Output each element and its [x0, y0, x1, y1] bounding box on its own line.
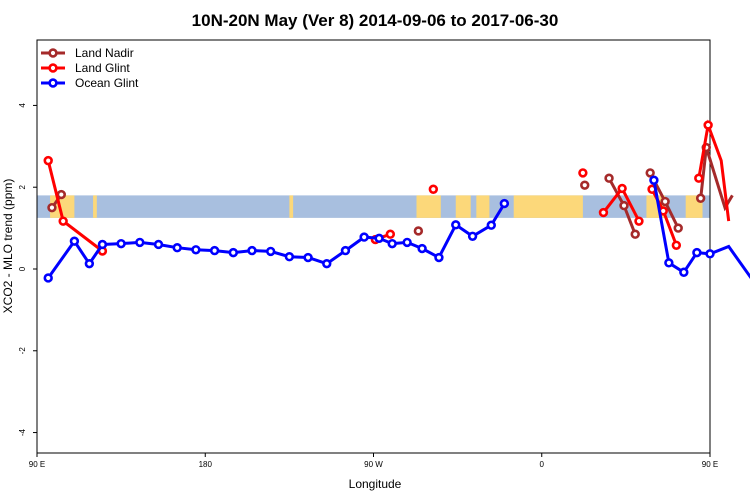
data-point: [43, 155, 53, 166]
data-point: [413, 226, 424, 236]
data-point: [84, 258, 95, 269]
data-point: [322, 258, 332, 269]
data-point: [703, 120, 713, 130]
data-point: [434, 252, 444, 263]
data-point: [58, 216, 68, 226]
data-point: [604, 173, 614, 183]
legend-entry: Land Glint: [75, 61, 130, 75]
data-point: [499, 198, 510, 209]
chart-title: 10N-20N May (Ver 8) 2014-09-06 to 2017-0…: [192, 11, 559, 30]
data-point: [634, 216, 644, 226]
land-segment: [476, 195, 490, 218]
x-tick-label: 0: [540, 460, 545, 469]
series-land-nadir: [47, 142, 734, 239]
data-point: [247, 245, 257, 256]
data-point: [451, 220, 461, 230]
data-point: [695, 193, 706, 203]
data-point: [705, 249, 715, 259]
data-point: [580, 180, 590, 190]
series-ocean-glint: [43, 175, 750, 283]
y-axis-ticks: -4 -2 0 2 4: [18, 103, 37, 436]
data-point: [467, 231, 478, 241]
y-tick-label: 4: [18, 103, 27, 108]
x-axis-label: Longitude: [349, 477, 402, 491]
x-tick-label: 90 E: [702, 460, 718, 469]
data-point: [69, 236, 80, 246]
y-tick-label: 2: [18, 184, 27, 189]
x-tick-label: 90 W: [364, 460, 383, 469]
data-point: [428, 184, 439, 194]
data-point: [486, 220, 496, 230]
series-line: [652, 180, 750, 280]
data-point: [56, 189, 67, 200]
data-point: [645, 168, 655, 178]
y-tick-label: 0: [18, 266, 27, 271]
y-tick-label: -4: [18, 428, 27, 436]
data-point: [617, 183, 627, 194]
data-point: [284, 252, 295, 262]
data-point: [43, 273, 53, 283]
series-layer: [43, 119, 750, 283]
data-point: [598, 207, 609, 218]
data-point: [209, 245, 220, 256]
data-point: [135, 237, 145, 248]
data-point: [172, 243, 182, 253]
series-land-glint: [43, 119, 731, 256]
data-point: [630, 229, 640, 239]
data-point: [359, 232, 369, 242]
y-tick-label: -2: [18, 347, 27, 355]
series-line: [699, 147, 734, 212]
data-point: [153, 239, 164, 250]
data-point: [664, 258, 674, 268]
data-point: [692, 247, 702, 258]
land-segment: [455, 195, 471, 218]
land-segment: [416, 195, 441, 218]
data-point: [47, 202, 57, 213]
x-tick-label: 90 E: [29, 460, 45, 469]
data-point: [619, 200, 629, 211]
data-point: [417, 243, 427, 254]
legend-entry: Land Nadir: [75, 46, 134, 60]
data-point: [97, 239, 108, 250]
legend-entry: Ocean Glint: [75, 76, 139, 90]
x-axis-ticks: 90 E 180 90 W 0 90 E: [29, 453, 718, 469]
data-point: [374, 233, 384, 244]
land-segment: [513, 195, 583, 218]
land-segment: [93, 195, 97, 218]
legend-swatch-marker: [48, 63, 58, 73]
data-point: [340, 245, 351, 256]
data-point: [265, 246, 276, 257]
data-point: [660, 196, 670, 207]
legend-swatch-marker: [48, 78, 58, 88]
data-point: [649, 175, 659, 185]
data-point: [402, 237, 412, 248]
data-point: [191, 245, 201, 255]
data-point: [679, 267, 689, 277]
legend-swatch-marker: [48, 48, 58, 58]
data-point: [387, 238, 397, 249]
data-point: [694, 173, 704, 183]
background-band: [37, 195, 710, 218]
series-line: [697, 119, 731, 222]
data-point: [385, 229, 396, 239]
data-point: [303, 252, 313, 263]
x-tick-label: 180: [199, 460, 213, 469]
data-point: [116, 238, 126, 249]
land-segment: [289, 195, 294, 218]
data-point: [671, 240, 682, 250]
y-axis-label: XCO2 - MLO trend (ppm): [1, 179, 15, 314]
data-point: [228, 247, 238, 258]
data-point: [578, 168, 588, 178]
data-point: [673, 223, 683, 233]
